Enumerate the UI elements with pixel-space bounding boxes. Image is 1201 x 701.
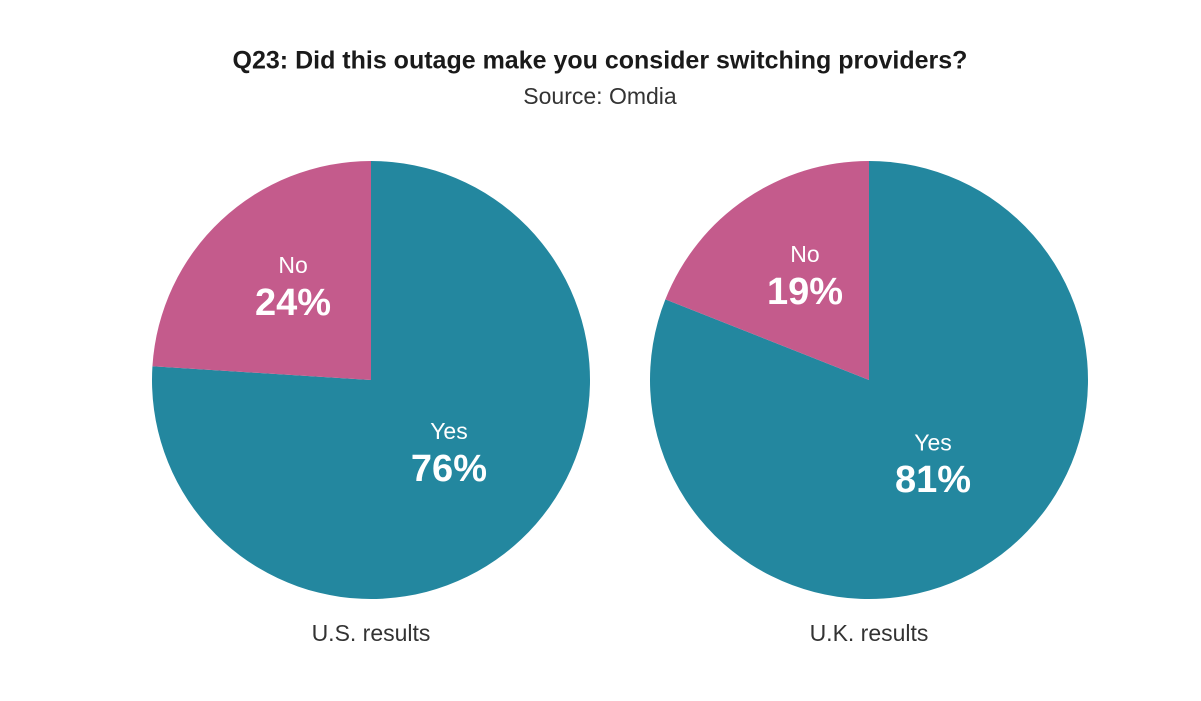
pie-slice (152, 161, 371, 380)
pie-slice (649, 161, 1088, 599)
slice-value: 76% (411, 448, 487, 490)
slice-value: 24% (255, 282, 331, 324)
pie-caption: U.S. results (312, 620, 431, 646)
pie-slice (665, 161, 869, 380)
slice-value: 19% (767, 271, 843, 313)
pie-caption: U.K. results (810, 620, 929, 646)
slice-category: Yes (430, 418, 468, 444)
slice-category: Yes (914, 429, 952, 455)
chart-title: Q23: Did this outage make you consider s… (233, 47, 968, 75)
chart-subtitle: Source: Omdia (523, 83, 677, 109)
slice-category: No (278, 252, 307, 278)
slice-category: No (790, 241, 819, 267)
slice-value: 81% (895, 459, 971, 501)
